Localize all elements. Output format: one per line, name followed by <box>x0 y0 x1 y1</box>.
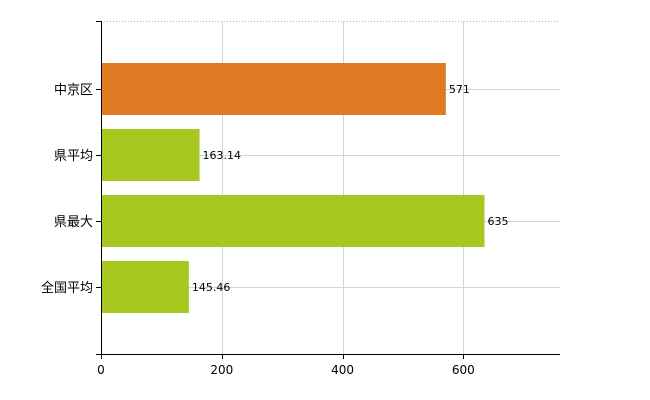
value-label-0: 571 <box>449 83 470 96</box>
x-tick-label-3: 600 <box>452 363 475 377</box>
x-tick-label-2: 400 <box>331 363 354 377</box>
bar-0 <box>101 63 446 115</box>
value-label-1: 163.14 <box>203 149 242 162</box>
category-label-3: 全国平均 <box>41 280 93 296</box>
value-label-2: 635 <box>488 215 509 228</box>
value-label-3: 145.46 <box>192 281 231 294</box>
category-label-0: 中京区 <box>54 83 93 98</box>
category-label-2: 県最大 <box>54 215 93 230</box>
bar-1 <box>101 129 200 181</box>
category-label-1: 県平均 <box>54 149 93 164</box>
x-tick-label-1: 200 <box>210 363 233 377</box>
x-tick-label-0: 0 <box>97 363 105 377</box>
bar-3 <box>101 261 189 313</box>
bar-2 <box>101 195 485 247</box>
